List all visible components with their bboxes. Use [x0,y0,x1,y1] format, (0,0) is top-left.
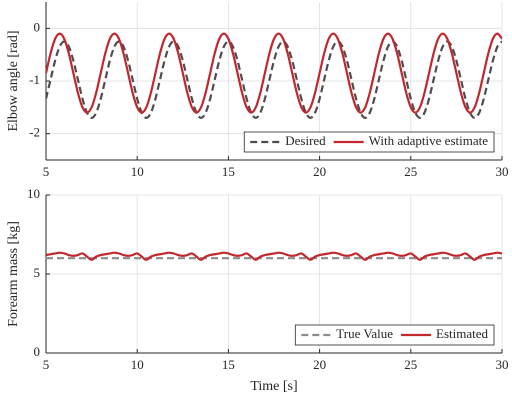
legend-box [243,131,495,153]
x-tick-label: 10 [131,164,144,179]
x-tick-label: 20 [313,357,326,372]
x-tick-label: 30 [496,357,509,372]
data-line [46,40,502,119]
y-tick-label: 10 [27,186,40,201]
y-tick-label: -2 [29,125,40,140]
legend-label: Estimated [436,326,488,341]
x-tick-label: 5 [43,357,50,372]
x-tick-label: 5 [43,164,50,179]
x-tick-label: 10 [131,357,144,372]
y-tick-label: 0 [34,19,41,34]
legend: True Value Estimated [294,324,495,346]
x-tick-label: 20 [313,164,326,179]
y-axis-label: Elbow angle [rad] [6,30,21,131]
legend: Desired With adaptive estimate [243,131,495,153]
x-tick-label: 15 [222,164,235,179]
x-tick-label: 30 [496,164,509,179]
legend-box [294,324,495,346]
data-line [46,251,502,261]
x-tick-label: 25 [404,164,417,179]
legend-label: With adaptive estimate [369,133,489,148]
legend-label: Desired [285,133,326,148]
y-axis-label: Forearm mass [kg] [6,221,21,327]
x-tick-label: 15 [222,357,235,372]
subplot: 5 10 15 20 25 30 -2 -1 0 Elbow angle [rad] Desired… [6,2,509,179]
x-axis-label: Time [s] [250,379,297,394]
y-tick-label: 0 [34,344,41,359]
data-line [46,32,502,114]
legend-label: True Value [336,326,393,341]
y-tick-label: 5 [34,265,41,280]
y-tick-label: -1 [29,72,40,87]
x-tick-label: 25 [404,357,417,372]
